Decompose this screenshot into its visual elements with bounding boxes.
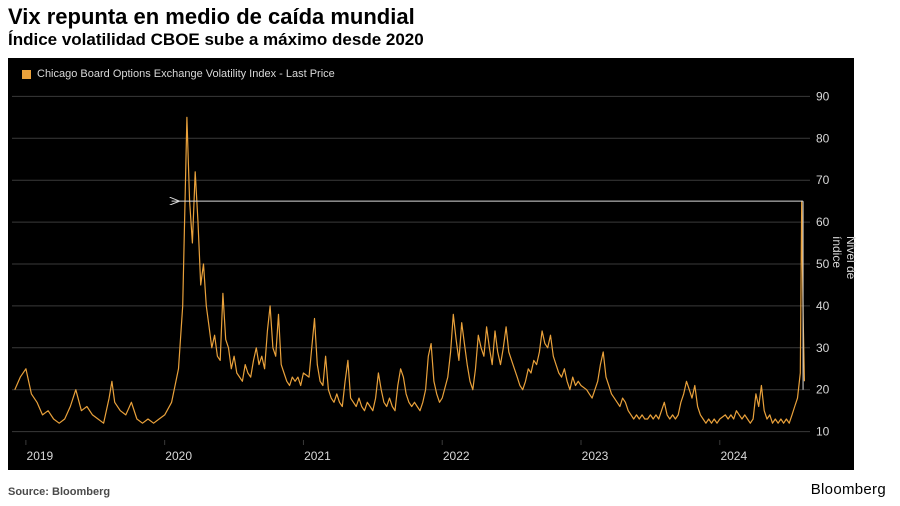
chart-svg: 10 20 30 40 50 60 70 80 90 2019 2020 2021 2022 2023 20… [0,0,900,506]
x-tick-label: 2020 [165,449,192,463]
x-tick-label: 2024 [720,449,747,463]
x-tick-label: 2019 [27,449,54,463]
source-label: Source: Bloomberg [8,486,110,498]
y-tick-label: 20 [816,383,830,397]
chart-frame: Vix repunta en medio de caída mundial Ín… [0,0,900,506]
y-tick-label: 50 [816,257,830,271]
y-tick-label: 90 [816,89,830,103]
y-tick-label: 30 [816,341,830,355]
vix-series-line [15,117,805,423]
x-tick-label: 2021 [304,449,331,463]
y-tick-label: 40 [816,299,830,313]
y-axis-title: Nivel de índice [830,236,858,292]
y-tick-label: 70 [816,173,830,187]
y-tick-label: 80 [816,131,830,145]
y-tick-label: 10 [816,425,830,439]
x-tick-label: 2023 [582,449,609,463]
y-tick-label: 60 [816,215,830,229]
x-tick-label: 2022 [443,449,470,463]
brand-label: Bloomberg [811,481,886,498]
